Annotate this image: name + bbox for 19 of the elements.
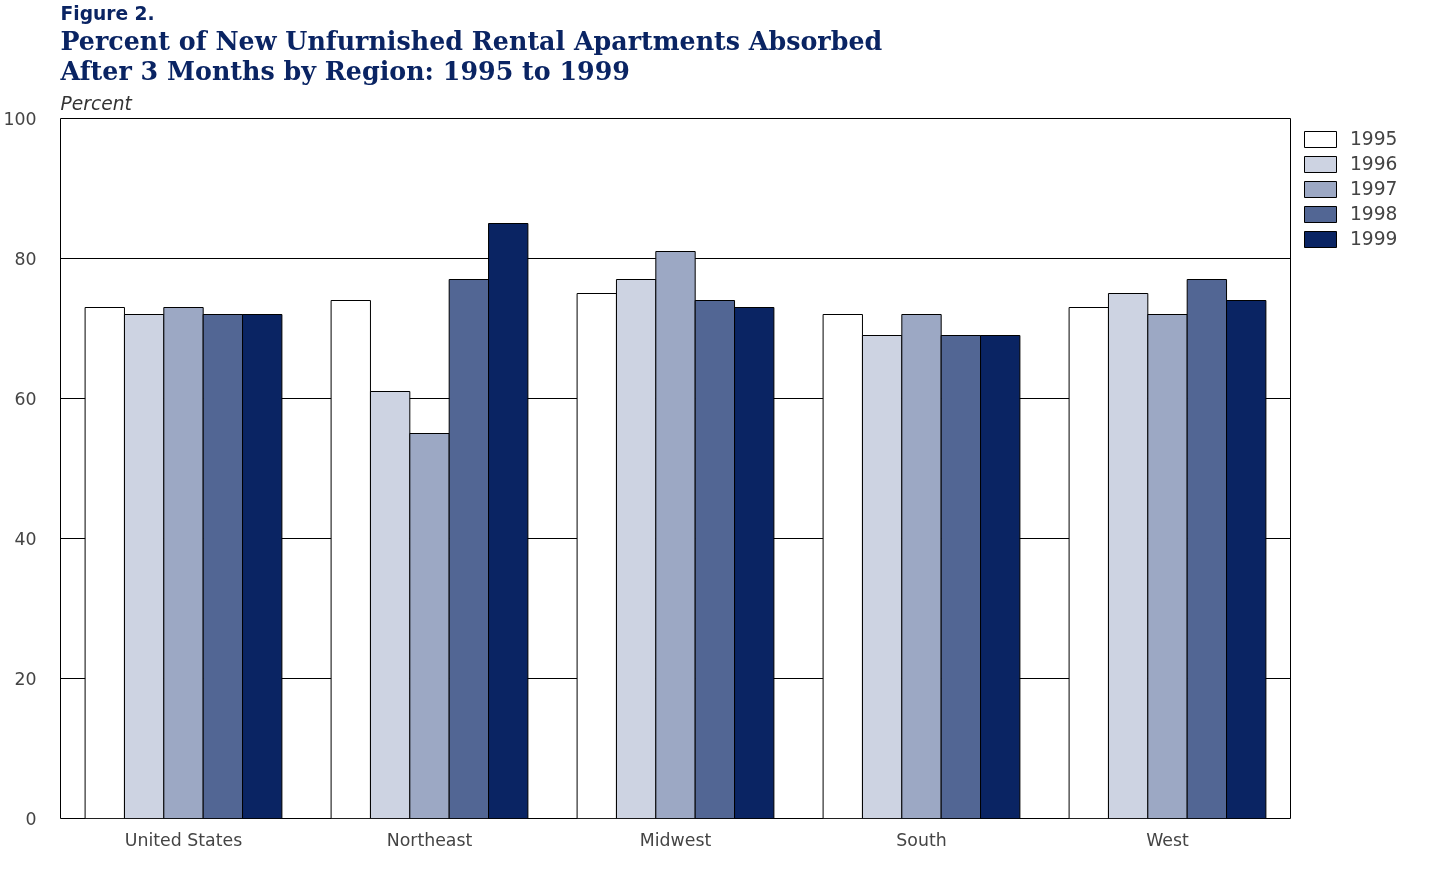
x-tick-label: United States [124, 829, 243, 850]
x-tick-label: West [1146, 829, 1190, 850]
y-tick-label: 0 [25, 809, 37, 829]
y-tick-label: 60 [14, 389, 37, 409]
y-tick-label: 40 [14, 529, 37, 549]
chart-title: Percent of New Unfurnished Rental Apartments Absorbed After 3 Months by Region: 1995 to 1999 [59, 25, 883, 86]
legend-label: 1996 [1350, 153, 1398, 174]
x-tick-label: South [896, 829, 947, 850]
y-tick-label: 100 [3, 109, 37, 129]
legend-label: 1999 [1350, 228, 1398, 249]
y-tick-label: 80 [14, 249, 37, 269]
x-tick-label: Midwest [639, 829, 712, 850]
chart-subtitle: Figure 2. [60, 2, 155, 24]
x-tick-label: Northeast [386, 829, 473, 850]
legend-label: 1995 [1350, 128, 1398, 149]
legend-label: 1997 [1350, 178, 1398, 199]
y-tick-label: 20 [14, 669, 37, 689]
y-axis-title: Percent [60, 92, 133, 114]
legend-label: 1998 [1350, 203, 1398, 224]
